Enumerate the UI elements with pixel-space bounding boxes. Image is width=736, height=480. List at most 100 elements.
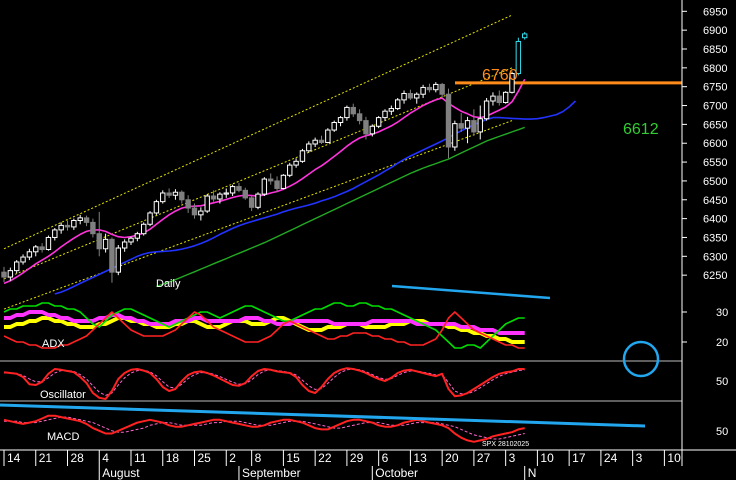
candle-body [287, 164, 293, 176]
fib-channel-upper [3, 14, 513, 250]
candle-body [121, 241, 128, 249]
price-tick-label: 6550 [703, 157, 727, 169]
candle-body [318, 139, 325, 143]
macd-trendline [0, 403, 646, 428]
candle-body [217, 193, 223, 200]
candle-body [268, 178, 274, 182]
candle-body [115, 247, 121, 273]
candle-body [160, 192, 166, 203]
candle-body [325, 129, 331, 143]
x-day-tick-label: 11 [134, 451, 147, 465]
candle-body [191, 207, 198, 216]
candle-body [204, 195, 210, 212]
x-month-tick-label: September [242, 466, 301, 480]
candle-body [96, 233, 102, 250]
x-month-tick-label: N [528, 466, 537, 480]
x-month-tick-label: August [102, 466, 140, 480]
adx-tick-label: 20 [716, 337, 728, 349]
candle-body [445, 93, 452, 148]
x-day-tick-label: 24 [604, 451, 618, 465]
candle-body [102, 238, 109, 250]
candle-body [280, 174, 287, 189]
symbol-label: SPX 28102025 [482, 441, 529, 448]
candle-body [153, 201, 160, 214]
candle-body [477, 118, 483, 133]
x-day-tick-label: 15 [286, 451, 300, 465]
price-tick-label: 6350 [703, 232, 727, 244]
adx-tick-label: 30 [716, 307, 728, 319]
candle-body [58, 224, 64, 231]
price-tick-label: 6900 [703, 25, 727, 37]
candle-body [496, 95, 503, 104]
candle-body [395, 99, 401, 110]
candle-body [128, 237, 134, 243]
price-tick-label: 6300 [703, 251, 727, 263]
candle-body [420, 86, 426, 95]
candle-body [458, 123, 464, 129]
adx-green-line [3, 302, 525, 349]
x-day-tick-label: 20 [445, 451, 459, 465]
oscillator-label: Oscillator [40, 389, 86, 401]
price-tick-label: 6800 [703, 63, 727, 75]
macd-line [3, 414, 525, 443]
candle-body [502, 91, 509, 104]
candle-body [344, 106, 350, 119]
candle-body [312, 139, 318, 145]
macd-pane [0, 400, 682, 443]
candle-body [166, 192, 172, 196]
x-day-tick-label: 13 [413, 451, 427, 465]
candle-body [490, 95, 496, 102]
price-tick-label: 6600 [703, 138, 727, 150]
candle-body [439, 83, 445, 95]
candle-body [426, 86, 433, 91]
candle-body [210, 195, 217, 200]
oscillator-signal-line [4, 368, 525, 396]
text-layer: Daily ADX Oscillator MACD SPX 28102025 6… [40, 67, 659, 448]
candle-body [64, 224, 71, 228]
oscillator-line [3, 367, 525, 400]
x-day-tick-label: 17 [572, 451, 586, 465]
candle-body [147, 212, 153, 225]
x-day-tick-label: 28 [71, 451, 85, 465]
x-day-tick-label: 21 [39, 451, 53, 465]
x-day-tick-label: 3 [636, 451, 643, 465]
candle-body [83, 217, 90, 223]
candle-body [331, 122, 337, 131]
candle-body [382, 110, 388, 119]
candle-body [71, 220, 77, 228]
oscillator-pane [0, 340, 682, 400]
price-tick-label: 6850 [703, 44, 727, 56]
candle-body [515, 40, 522, 74]
adx-trendline [391, 284, 551, 300]
x-day-tick-label: 2 [229, 451, 236, 465]
candle-body [248, 197, 255, 208]
candle-body [407, 92, 414, 99]
candle-body [522, 33, 528, 39]
candle-body [293, 160, 299, 166]
daily-label: Daily [156, 278, 181, 290]
candle-body [77, 217, 83, 222]
x-day-tick-label: 14 [7, 451, 21, 465]
resistance-label: 6760 [482, 67, 518, 84]
candle-body [185, 199, 191, 209]
candle-body [337, 117, 344, 123]
price-tick-label: 6450 [703, 195, 727, 207]
x-day-tick-label: 27 [477, 451, 491, 465]
x-day-tick-label: 4 [102, 451, 109, 465]
candle-body [223, 192, 229, 195]
candle-body [236, 186, 242, 191]
adx-pane [3, 284, 551, 349]
macd-tick-label: 50 [716, 426, 728, 438]
x-day-tick-label: 6 [382, 451, 389, 465]
candle-body [242, 189, 249, 199]
x-day-tick-label: 25 [198, 451, 212, 465]
osc-tick-label: 50 [716, 376, 728, 388]
adx-red-line [3, 311, 525, 349]
macd-label: MACD [47, 431, 79, 443]
candle-body [414, 93, 420, 99]
candle-body [39, 246, 45, 251]
support-label: 6612 [623, 121, 659, 138]
candle-body [90, 221, 96, 235]
candle-body [255, 193, 261, 208]
candle-body [274, 180, 280, 189]
